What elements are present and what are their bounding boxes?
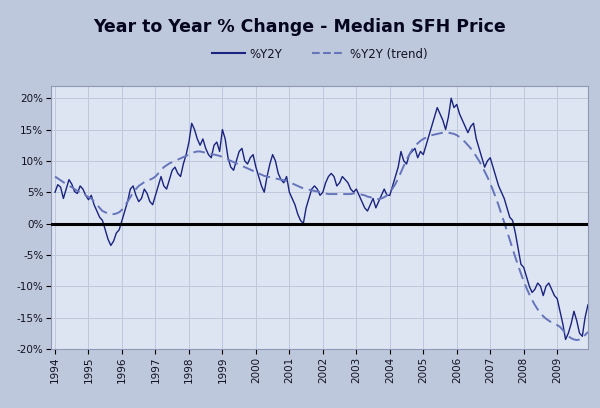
Line: %Y2Y: %Y2Y: [55, 98, 588, 339]
Line: %Y2Y (trend): %Y2Y (trend): [55, 133, 588, 340]
%Y2Y (trend): [319, 191, 326, 195]
%Y2Y: [448, 96, 455, 101]
%Y2Y (trend): [386, 190, 394, 195]
%Y2Y: [266, 162, 274, 166]
%Y2Y: [116, 227, 123, 232]
%Y2Y: [52, 190, 59, 195]
Legend: %Y2Y, %Y2Y (trend): %Y2Y, %Y2Y (trend): [207, 43, 432, 65]
%Y2Y (trend): [116, 210, 123, 215]
%Y2Y: [319, 190, 326, 195]
%Y2Y: [356, 193, 363, 198]
%Y2Y (trend): [584, 330, 592, 335]
%Y2Y: [386, 193, 394, 198]
%Y2Y (trend): [272, 176, 279, 181]
Text: Year to Year % Change - Median SFH Price: Year to Year % Change - Median SFH Price: [94, 18, 506, 36]
%Y2Y (trend): [52, 174, 59, 179]
%Y2Y: [584, 303, 592, 308]
%Y2Y (trend): [573, 338, 580, 343]
%Y2Y (trend): [356, 192, 363, 197]
%Y2Y (trend): [439, 130, 446, 135]
%Y2Y: [562, 337, 569, 342]
%Y2Y: [272, 158, 279, 163]
%Y2Y (trend): [266, 175, 274, 180]
